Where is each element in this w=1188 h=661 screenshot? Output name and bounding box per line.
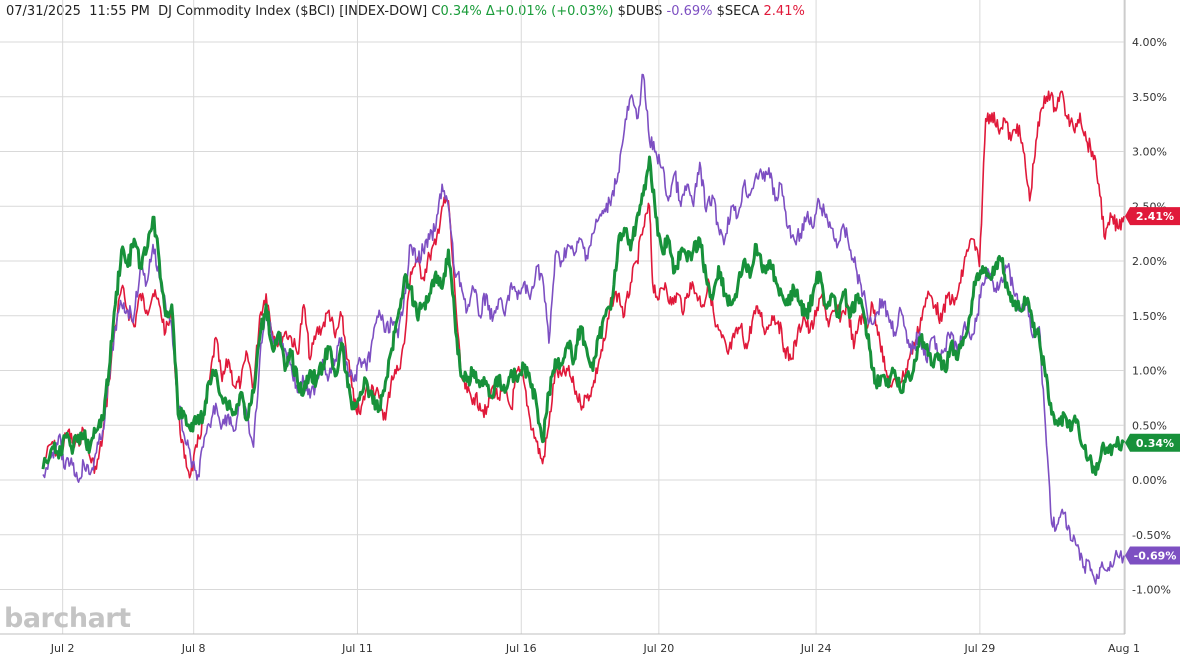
x-tick-label: Jul 8	[181, 642, 206, 655]
header-compare1-value: -0.69%	[666, 4, 713, 19]
tag-label: 0.34%	[1136, 437, 1174, 450]
header-close-label: C	[431, 4, 441, 19]
header-compare2-symbol: $SECA	[716, 4, 760, 19]
tag-shape	[1125, 546, 1180, 565]
header-compare2-value: 2.41%	[763, 4, 805, 19]
header-change: Δ+0.01% (+0.03%)	[485, 4, 614, 19]
y-axis: -1.00%-0.50%0.00%0.50%1.00%1.50%2.00%2.5…	[1132, 36, 1171, 597]
series-layer	[41, 73, 1126, 585]
x-tick-label: Jul 11	[341, 642, 373, 655]
watermark: barchart	[4, 603, 131, 634]
x-axis: Jul 2 Jul 8 Jul 11 Jul 16 Jul 20 Jul 24 Jul 29…	[50, 642, 1140, 655]
y-tick-label: 2.00%	[1132, 255, 1167, 268]
x-tick-label: Jul 20	[642, 642, 674, 655]
series-line-dubs	[42, 73, 1125, 585]
header-close-value: 0.34%	[440, 4, 482, 19]
tag-shape	[1125, 433, 1180, 452]
tag-label: 2.41%	[1136, 210, 1174, 223]
x-tick-label: Jul 24	[800, 642, 832, 655]
series-line-bci	[41, 155, 1126, 476]
x-tick-label: Jul 16	[505, 642, 537, 655]
header-time: 11:55 PM	[89, 4, 150, 19]
y-tick-label: 1.50%	[1132, 310, 1167, 323]
y-tick-label: 4.00%	[1132, 36, 1167, 49]
last-value-tag-bci: 0.34%	[1125, 433, 1180, 452]
header-instrument: DJ Commodity Index ($BCI) [INDEX-DOW]	[158, 4, 428, 19]
tag-label: -0.69%	[1134, 550, 1177, 563]
x-tick-label: Aug 1	[1108, 642, 1140, 655]
tag-shape	[1125, 207, 1180, 226]
last-value-tags: 2.41% -0.69% 0.34%	[1125, 207, 1180, 565]
y-tick-label: -0.50%	[1132, 529, 1171, 542]
y-tick-label: 0.00%	[1132, 474, 1167, 487]
chart-header: 07/31/2025 11:55 PM DJ Commodity Index (…	[6, 4, 805, 19]
x-tick-label: Jul 2	[50, 642, 75, 655]
y-tick-label: 0.50%	[1132, 419, 1167, 432]
y-tick-label: -1.00%	[1132, 584, 1171, 597]
last-value-tag-dubs: -0.69%	[1125, 546, 1180, 565]
header-compare1-symbol: $DUBS	[617, 4, 663, 19]
y-tick-label: 1.00%	[1132, 365, 1167, 378]
y-tick-label: 3.00%	[1132, 146, 1167, 159]
x-tick-label: Jul 29	[963, 642, 995, 655]
last-value-tag-seca: 2.41%	[1125, 207, 1180, 226]
series-line-seca	[42, 90, 1125, 479]
y-tick-label: 3.50%	[1132, 91, 1167, 104]
